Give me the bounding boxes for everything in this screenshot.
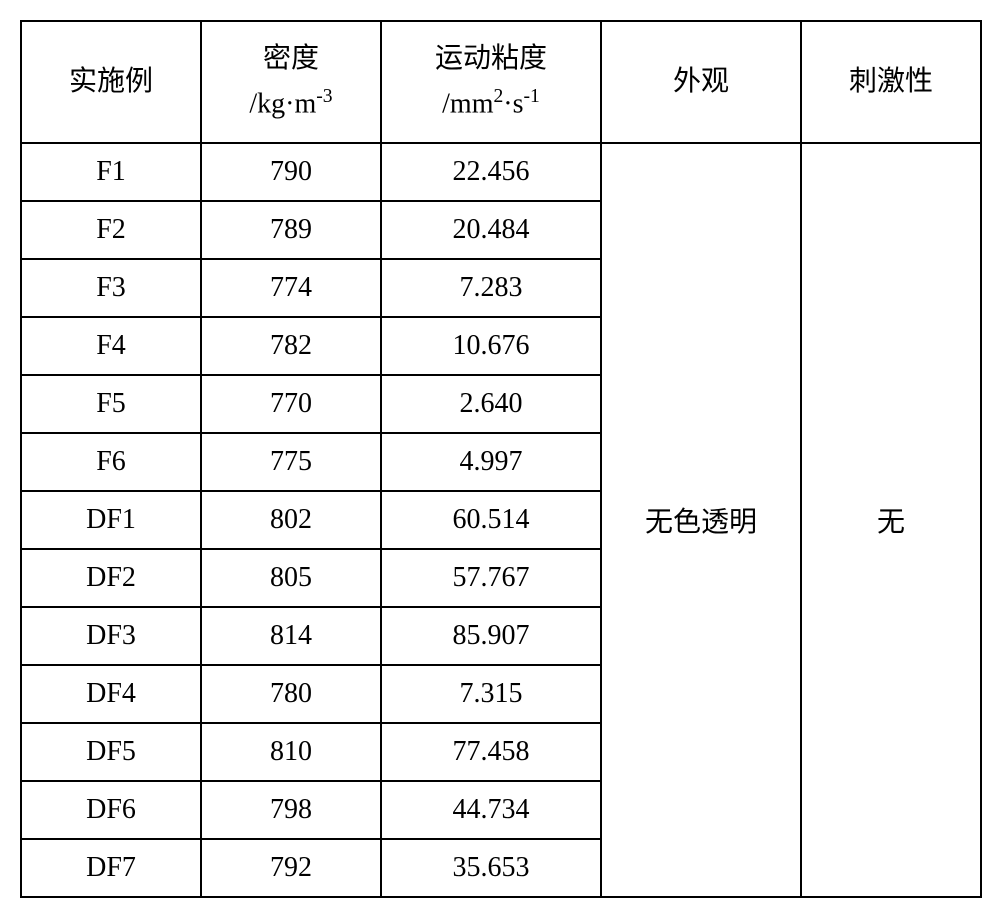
cell-id: F2 [21,201,201,259]
col-header-viscosity: 运动粘度 /mm2·s-1 [381,21,601,143]
cell-density: 782 [201,317,381,375]
col-header-id: 实施例 [21,21,201,143]
col-header-density-unit-sup: -3 [316,86,332,107]
cell-viscosity: 7.315 [381,665,601,723]
cell-density: 775 [201,433,381,491]
cell-density: 770 [201,375,381,433]
cell-id: F5 [21,375,201,433]
col-header-appearance: 外观 [601,21,801,143]
cell-id: F4 [21,317,201,375]
col-header-viscosity-unit-sup2: -1 [524,86,540,107]
cell-id: F3 [21,259,201,317]
cell-viscosity: 4.997 [381,433,601,491]
cell-density: 780 [201,665,381,723]
cell-irritancy-merged: 无 [801,143,981,897]
cell-density: 798 [201,781,381,839]
col-header-viscosity-unit-pre: /mm [442,89,493,120]
col-header-irritancy-label: 刺激性 [849,66,933,97]
col-header-irritancy: 刺激性 [801,21,981,143]
table-row: F179022.456无色透明无 [21,143,981,201]
cell-density: 805 [201,549,381,607]
cell-id: DF3 [21,607,201,665]
cell-id: DF1 [21,491,201,549]
cell-viscosity: 2.640 [381,375,601,433]
cell-viscosity: 20.484 [381,201,601,259]
cell-density: 790 [201,143,381,201]
cell-id: DF7 [21,839,201,897]
cell-viscosity: 22.456 [381,143,601,201]
col-header-appearance-label: 外观 [673,66,729,97]
cell-density: 774 [201,259,381,317]
col-header-density-line1: 密度 [263,43,319,74]
cell-id: DF5 [21,723,201,781]
col-header-density: 密度 /kg·m-3 [201,21,381,143]
data-table-container: 实施例 密度 /kg·m-3 运动粘度 /mm2·s-1 外观 刺激性 F179… [20,20,980,898]
col-header-viscosity-unit-mid: ·s [503,89,523,120]
col-header-density-unit-pre: /kg·m [249,89,316,120]
col-header-id-label: 实施例 [69,66,153,97]
cell-density: 789 [201,201,381,259]
cell-id: DF4 [21,665,201,723]
col-header-viscosity-unit-sup1: 2 [493,86,503,107]
cell-viscosity: 35.653 [381,839,601,897]
table-body: F179022.456无色透明无F278920.484F37747.283F47… [21,143,981,897]
cell-density: 792 [201,839,381,897]
cell-viscosity: 85.907 [381,607,601,665]
cell-appearance-merged: 无色透明 [601,143,801,897]
cell-density: 810 [201,723,381,781]
cell-density: 802 [201,491,381,549]
data-table: 实施例 密度 /kg·m-3 运动粘度 /mm2·s-1 外观 刺激性 F179… [20,20,982,898]
cell-viscosity: 57.767 [381,549,601,607]
cell-viscosity: 60.514 [381,491,601,549]
cell-id: F6 [21,433,201,491]
header-row: 实施例 密度 /kg·m-3 运动粘度 /mm2·s-1 外观 刺激性 [21,21,981,143]
cell-viscosity: 10.676 [381,317,601,375]
cell-viscosity: 44.734 [381,781,601,839]
cell-id: DF6 [21,781,201,839]
cell-viscosity: 77.458 [381,723,601,781]
col-header-viscosity-line1: 运动粘度 [435,43,547,74]
cell-density: 814 [201,607,381,665]
cell-id: F1 [21,143,201,201]
cell-id: DF2 [21,549,201,607]
cell-viscosity: 7.283 [381,259,601,317]
